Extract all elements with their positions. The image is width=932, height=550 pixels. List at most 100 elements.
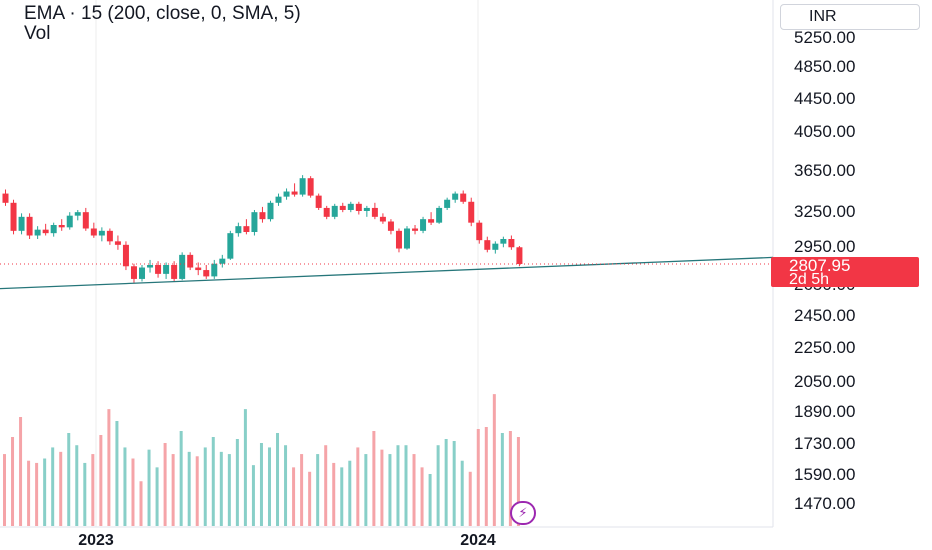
candle-body <box>444 199 451 208</box>
candle-body <box>339 205 346 210</box>
candle-body <box>387 221 394 231</box>
candle-body <box>50 225 57 234</box>
volume-bar <box>251 465 255 526</box>
volume-bar <box>163 443 167 526</box>
candle-body <box>179 254 186 279</box>
candle-body <box>291 191 298 195</box>
volume-bar <box>428 474 432 526</box>
volume-bar <box>340 467 344 526</box>
candle-body <box>307 178 314 196</box>
volume-bar <box>484 427 488 526</box>
candle-body <box>114 241 121 245</box>
volume-bar <box>83 462 87 526</box>
candle-body <box>428 219 435 223</box>
volume-bar <box>404 445 408 526</box>
candle-body <box>66 215 73 228</box>
price-axis-label: 3650.00 <box>794 161 855 180</box>
price-axis-label: 4450.00 <box>794 89 855 108</box>
price-axis-label: 2450.00 <box>794 306 855 325</box>
time-axis-label: 2023 <box>78 532 114 549</box>
volume-bar <box>211 437 215 526</box>
candle-body <box>347 203 354 210</box>
candle-body <box>187 254 194 268</box>
volume-bar <box>43 458 47 526</box>
volume-bar <box>420 467 424 526</box>
volume-bar <box>27 460 31 526</box>
candle-body <box>18 216 25 231</box>
candle-body <box>500 239 507 244</box>
price-axis-label: 4050.00 <box>794 122 855 141</box>
bar-countdown: 2d 5h <box>789 271 830 288</box>
volume-bar <box>51 447 55 526</box>
candle-body <box>379 216 386 222</box>
time-axis-label: 2024 <box>460 532 496 549</box>
volume-bar <box>235 439 239 526</box>
volume-bar <box>259 443 263 526</box>
candle-body <box>130 266 137 279</box>
volume-bar <box>75 445 79 526</box>
volume-bar <box>107 409 111 526</box>
volume-bar <box>3 454 6 526</box>
volume-bars <box>3 394 520 526</box>
candle-body <box>355 203 362 211</box>
indicator-legend[interactable]: EMA · 15 (200, close, 0, SMA, 5) Vol <box>24 4 301 44</box>
volume-bar <box>59 451 63 526</box>
candle-body <box>371 207 378 217</box>
volume-bar <box>380 449 384 526</box>
volume-bar <box>412 454 416 526</box>
candle-body <box>34 229 41 236</box>
price-axis-label: 1470.00 <box>794 494 855 513</box>
volume-bar <box>276 433 280 526</box>
candle-body <box>259 212 266 220</box>
volume-bar <box>292 467 296 526</box>
candle-body <box>460 193 467 202</box>
volume-bar <box>316 454 320 526</box>
candle-body <box>299 178 306 195</box>
ema-legend-label[interactable]: EMA · 15 (200, close, 0, SMA, 5) <box>24 3 301 24</box>
candle-body <box>82 212 89 229</box>
candle-body <box>42 229 49 234</box>
price-axis-label: 2050.00 <box>794 372 855 391</box>
candle-body <box>283 191 290 197</box>
candle-body <box>90 228 97 236</box>
price-axis-label: 3250.00 <box>794 202 855 221</box>
volume-bar <box>179 431 183 526</box>
candle-body <box>468 201 475 223</box>
volume-bar <box>388 454 392 526</box>
candle-body <box>323 207 330 217</box>
volume-bar <box>436 445 440 526</box>
candle-body <box>484 240 491 250</box>
time-axis[interactable]: 2023 2024 <box>78 532 496 549</box>
currency-button[interactable]: INR <box>780 4 920 30</box>
volume-bar <box>364 454 368 526</box>
candle-body <box>203 270 210 277</box>
volume-bar <box>468 471 472 526</box>
price-axis-label: 5250.00 <box>794 28 855 47</box>
volume-bar <box>308 471 312 526</box>
candle-body <box>395 230 402 249</box>
candle-body <box>476 222 483 241</box>
candle-body <box>171 265 178 279</box>
candle-body <box>10 202 17 231</box>
candle-body <box>139 267 146 279</box>
volume-bar <box>500 433 504 526</box>
volume-bar <box>348 460 352 526</box>
volume-bar <box>123 447 127 526</box>
candle-body <box>363 207 370 211</box>
candle-body <box>219 258 226 264</box>
candle-body <box>235 226 242 234</box>
candle-body <box>412 228 419 231</box>
volume-bar <box>19 417 23 526</box>
volume-bar <box>67 433 71 526</box>
candle-body <box>147 265 154 268</box>
candle-body <box>492 243 499 250</box>
price-axis[interactable]: 5250.00 4850.00 4450.00 4050.00 3650.00 3250.… <box>794 28 855 513</box>
candle-body <box>404 228 410 249</box>
candle-body <box>195 267 202 271</box>
volume-legend-label[interactable]: Vol <box>24 23 51 44</box>
volume-bar <box>516 437 520 526</box>
volume-bar <box>396 445 400 526</box>
lightning-bolt-icon[interactable]: ⚡ <box>510 501 536 525</box>
volume-bar <box>332 462 336 526</box>
last-price-tag: 2807.95 2d 5h <box>771 257 919 288</box>
